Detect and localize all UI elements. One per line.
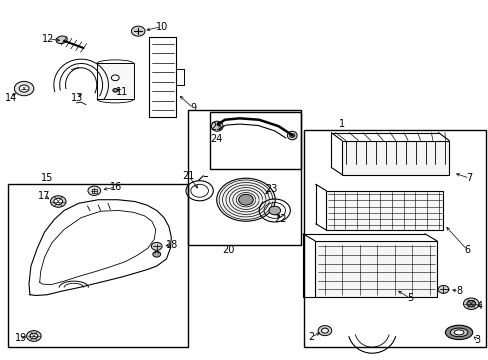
Text: 6: 6: [463, 245, 469, 255]
Text: 17: 17: [39, 191, 51, 201]
Text: 16: 16: [109, 182, 122, 192]
Ellipse shape: [466, 301, 475, 307]
Ellipse shape: [287, 131, 297, 140]
Text: 22: 22: [274, 215, 286, 224]
Text: 3: 3: [473, 334, 480, 345]
Ellipse shape: [211, 121, 223, 131]
Ellipse shape: [268, 206, 280, 215]
Text: 7: 7: [466, 173, 472, 183]
Text: 4: 4: [475, 301, 482, 311]
Bar: [315, 241, 436, 297]
Text: 24: 24: [210, 134, 223, 144]
Bar: [92, 189, 97, 193]
Ellipse shape: [453, 330, 463, 335]
Text: 14: 14: [5, 93, 18, 103]
Bar: [304, 130, 485, 347]
Ellipse shape: [111, 75, 119, 81]
Text: 1: 1: [338, 120, 345, 129]
Ellipse shape: [463, 298, 478, 310]
Text: 25: 25: [210, 122, 223, 132]
Bar: [188, 110, 300, 244]
Text: 15: 15: [41, 173, 53, 183]
Ellipse shape: [54, 198, 62, 205]
Ellipse shape: [238, 194, 253, 205]
Ellipse shape: [321, 328, 328, 333]
Ellipse shape: [216, 178, 275, 221]
Ellipse shape: [289, 134, 294, 137]
Text: 13: 13: [71, 93, 83, 103]
Ellipse shape: [437, 285, 448, 293]
Ellipse shape: [14, 81, 34, 96]
Text: 18: 18: [166, 239, 178, 249]
Ellipse shape: [50, 196, 66, 207]
Ellipse shape: [26, 330, 41, 341]
Text: 11: 11: [115, 87, 127, 97]
Text: 8: 8: [455, 286, 461, 296]
Ellipse shape: [153, 251, 160, 257]
Ellipse shape: [151, 242, 162, 250]
Text: 23: 23: [264, 184, 277, 194]
Text: 19: 19: [15, 333, 27, 343]
Text: 21: 21: [183, 171, 195, 181]
Bar: [210, 112, 300, 169]
Bar: [8, 184, 188, 347]
Ellipse shape: [30, 333, 38, 339]
Text: 5: 5: [407, 293, 412, 303]
Ellipse shape: [445, 325, 472, 339]
Bar: [341, 140, 448, 175]
Ellipse shape: [113, 89, 118, 92]
Bar: [326, 191, 443, 230]
Text: 10: 10: [155, 22, 167, 32]
Ellipse shape: [56, 36, 67, 44]
Text: 20: 20: [222, 245, 234, 255]
Ellipse shape: [131, 26, 145, 36]
Ellipse shape: [19, 85, 29, 92]
Text: 2: 2: [308, 332, 314, 342]
Ellipse shape: [449, 328, 467, 337]
Ellipse shape: [318, 325, 331, 336]
Text: 9: 9: [190, 103, 196, 113]
Bar: [97, 63, 133, 99]
Text: 12: 12: [42, 34, 55, 44]
Ellipse shape: [88, 186, 101, 195]
